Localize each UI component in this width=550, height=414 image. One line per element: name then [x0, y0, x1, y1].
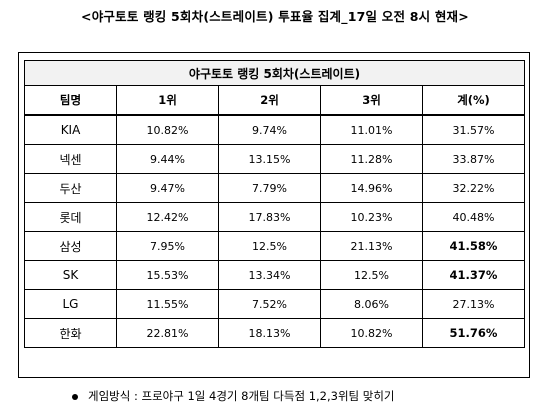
rank3-cell: 8.06% [320, 289, 423, 319]
rank3-cell: 11.28% [320, 144, 423, 174]
note-text: 게임방식 : 프로야구 1일 4경기 8개팀 다득점 1,2,3위팀 맞히기 [88, 389, 395, 403]
rank1-cell: 10.82% [116, 114, 219, 145]
rank1-cell: 22.81% [116, 318, 219, 348]
rank1-cell: 15.53% [116, 260, 219, 290]
rank2-cell: 13.15% [218, 144, 321, 174]
team-cell: 한화 [24, 318, 117, 348]
team-cell: 롯데 [24, 202, 117, 232]
total-cell: 40.48% [421, 202, 526, 232]
rank2-cell: 7.79% [218, 173, 321, 203]
total-cell: 41.58% [421, 231, 526, 261]
table-row: 롯데 12.42% 17.83% 10.23% 40.48% [24, 202, 526, 232]
team-cell: 넥센 [24, 144, 117, 174]
team-cell: LG [24, 289, 117, 319]
rank1-cell: 9.44% [116, 144, 219, 174]
rank3-cell: 12.5% [320, 260, 423, 290]
rank2-cell: 18.13% [218, 318, 321, 348]
total-cell: 31.57% [421, 114, 526, 145]
rank3-cell: 11.01% [320, 114, 423, 145]
rank2-cell: 7.52% [218, 289, 321, 319]
document-title: <야구토토 랭킹 5회차(스트레이트) 투표율 집계_17일 오전 8시 현재> [81, 9, 469, 24]
rank3-cell: 10.82% [320, 318, 423, 348]
table-row: 넥센 9.44% 13.15% 11.28% 33.87% [24, 144, 526, 174]
table-row: 삼성 7.95% 12.5% 21.13% 41.58% [24, 231, 526, 261]
bullet-icon [72, 393, 78, 400]
column-header-3rd: 3위 [320, 85, 423, 116]
table-row: LG 11.55% 7.52% 8.06% 27.13% [24, 289, 526, 319]
team-cell: 두산 [24, 173, 117, 203]
table-row: 한화 22.81% 18.13% 10.82% 51.76% [24, 318, 526, 348]
rank3-cell: 10.23% [320, 202, 423, 232]
column-header-team: 팀명 [24, 85, 117, 116]
rank2-cell: 13.34% [218, 260, 321, 290]
rank1-cell: 9.47% [116, 173, 219, 203]
table-row: 두산 9.47% 7.79% 14.96% 32.22% [24, 173, 526, 203]
total-cell: 27.13% [421, 289, 526, 319]
rank3-cell: 14.96% [320, 173, 423, 203]
column-header-total: 계(%) [421, 85, 526, 116]
team-cell: KIA [24, 114, 117, 145]
rank2-cell: 9.74% [218, 114, 321, 145]
column-header-1st: 1위 [116, 85, 219, 116]
rank1-cell: 12.42% [116, 202, 219, 232]
total-cell: 33.87% [421, 144, 526, 174]
total-cell: 41.37% [421, 260, 526, 290]
table-frame: 야구토토 랭킹 5회차(스트레이트) 팀명 1위 2위 3위 계(%) KIA 1… [18, 52, 530, 378]
ranking-table: 야구토토 랭킹 5회차(스트레이트) 팀명 1위 2위 3위 계(%) KIA 1… [23, 60, 526, 348]
rank1-cell: 7.95% [116, 231, 219, 261]
column-header-2nd: 2위 [218, 85, 321, 116]
rank2-cell: 12.5% [218, 231, 321, 261]
total-cell: 51.76% [421, 318, 526, 348]
team-cell: 삼성 [24, 231, 117, 261]
table-header: 야구토토 랭킹 5회차(스트레이트) [23, 60, 526, 86]
table-row: SK 15.53% 13.34% 12.5% 41.37% [24, 260, 526, 290]
rank3-cell: 21.13% [320, 231, 423, 261]
team-cell: SK [24, 260, 117, 290]
rank1-cell: 11.55% [116, 289, 219, 319]
table-row: KIA 10.82% 9.74% 11.01% 31.57% [24, 114, 526, 145]
rank2-cell: 17.83% [218, 202, 321, 232]
total-cell: 32.22% [421, 173, 526, 203]
game-method-note: 게임방식 : 프로야구 1일 4경기 8개팀 다득점 1,2,3위팀 맞히기 [72, 388, 395, 404]
